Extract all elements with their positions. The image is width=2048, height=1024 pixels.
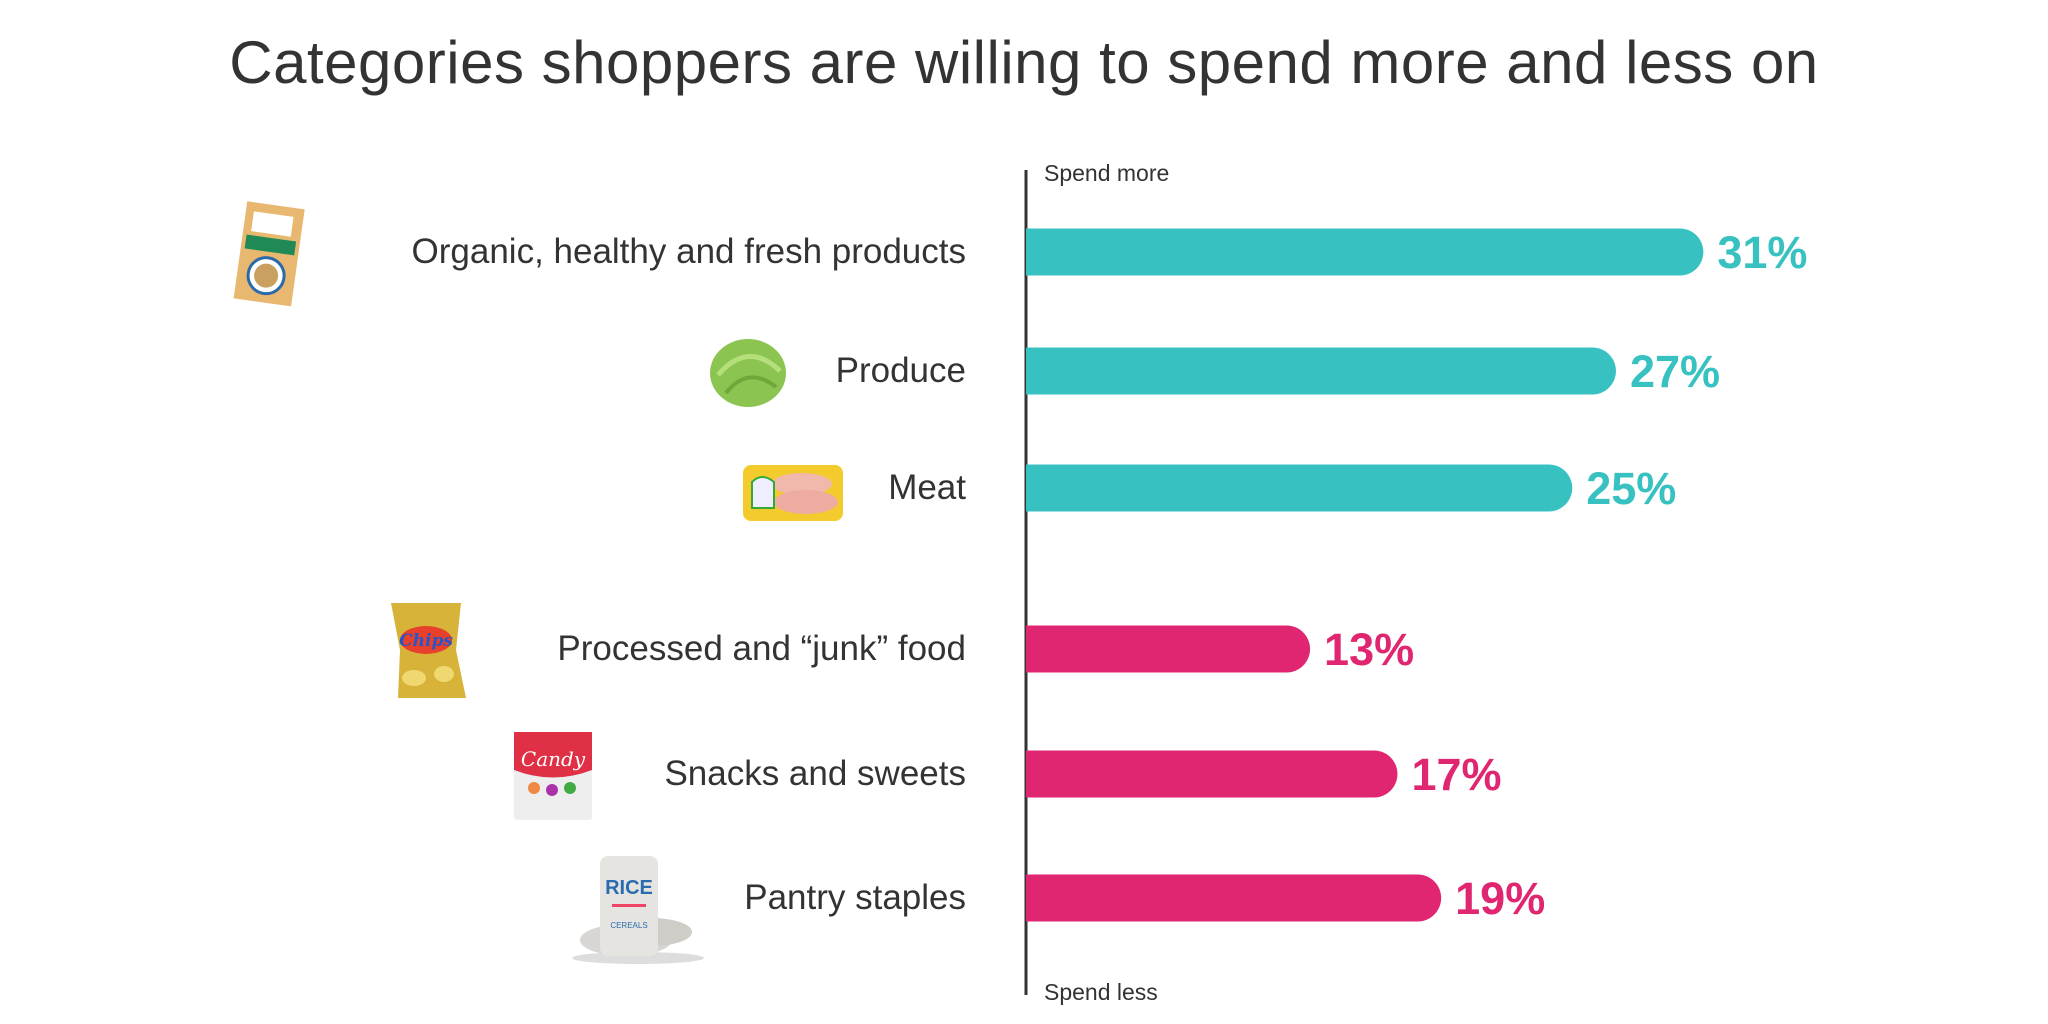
category-label: Produce (835, 351, 966, 390)
bar (1026, 347, 1616, 395)
category-label: Pantry staples (744, 878, 966, 917)
category-label: Snacks and sweets (664, 754, 966, 793)
axis-bottom-label: Spend less (1044, 979, 1158, 1005)
bar (1026, 625, 1311, 673)
svg-text:CEREALS: CEREALS (610, 921, 647, 930)
bar (1026, 750, 1398, 798)
category-label: Meat (888, 468, 966, 507)
category-label: Processed and “junk” food (557, 629, 966, 668)
svg-text:RICE: RICE (605, 877, 653, 899)
axis-top-label: Spend more (1044, 160, 1170, 186)
bar (1026, 874, 1442, 922)
candy-bag-icon: Candy (514, 732, 592, 820)
value-label: 27% (1630, 346, 1720, 397)
bar (1026, 464, 1573, 512)
svg-text:Chips: Chips (399, 631, 453, 651)
value-label: 25% (1586, 463, 1676, 514)
value-label: 31% (1717, 227, 1807, 278)
meat-tray-icon (743, 465, 843, 521)
chips-bag-icon: Chips (391, 603, 466, 698)
cereal-box-icon (233, 201, 305, 307)
svg-text:Candy: Candy (521, 747, 586, 771)
value-label: 17% (1411, 749, 1501, 800)
value-label: 19% (1455, 873, 1545, 924)
rice-sack-icon: RICE CEREALS (572, 856, 704, 964)
lettuce-icon (710, 339, 786, 407)
category-label: Organic, healthy and fresh products (411, 232, 966, 271)
bar (1026, 228, 1704, 276)
chart-title: Categories shoppers are willing to spend… (229, 29, 1819, 96)
value-label: 13% (1324, 624, 1414, 675)
